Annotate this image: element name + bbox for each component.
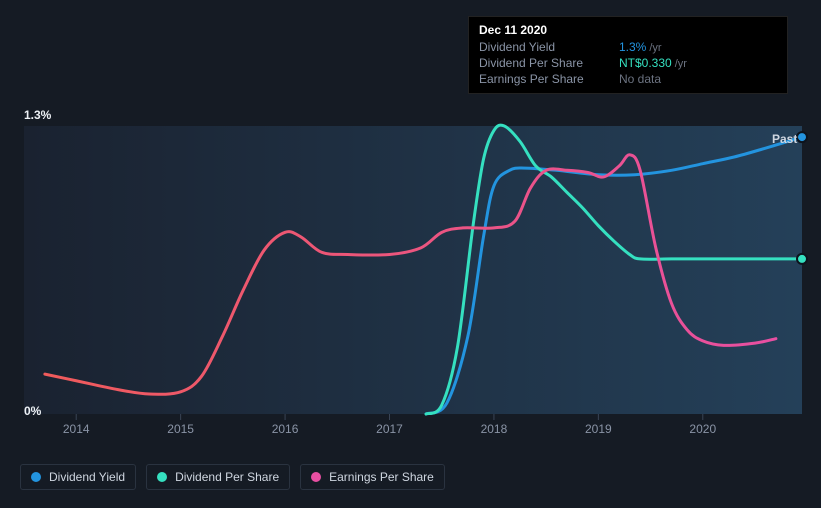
x-tick-label: 2014	[63, 422, 90, 436]
x-tick-label: 2017	[376, 422, 403, 436]
tooltip-row-value: 1.3%/yr	[619, 40, 662, 54]
y-axis-max-label: 1.3%	[24, 108, 51, 122]
legend-item[interactable]: Dividend Per Share	[146, 464, 290, 490]
legend-label: Earnings Per Share	[329, 470, 434, 484]
x-tick-label: 2018	[481, 422, 508, 436]
x-tick-label: 2016	[272, 422, 299, 436]
x-tick-label: 2019	[585, 422, 612, 436]
x-tick-label: 2015	[167, 422, 194, 436]
legend-swatch-icon	[311, 472, 321, 482]
tooltip-row-label: Dividend Yield	[479, 40, 619, 54]
tooltip-row: Dividend Per ShareNT$0.330/yr	[479, 55, 777, 71]
legend-label: Dividend Per Share	[175, 470, 279, 484]
legend-swatch-icon	[31, 472, 41, 482]
plot-area	[24, 126, 802, 414]
chart-legend: Dividend Yield Dividend Per Share Earnings…	[20, 464, 445, 490]
dividend-chart: 1.3% 0% Past 2014 2015 2016 2017 2018 2019 202…	[0, 0, 821, 508]
y-axis-min-label: 0%	[24, 404, 41, 418]
series-end-marker-dividend_per_share	[797, 254, 807, 264]
x-ticks	[76, 414, 703, 420]
legend-swatch-icon	[157, 472, 167, 482]
x-tick-label: 2020	[689, 422, 716, 436]
tooltip-row-label: Earnings Per Share	[479, 72, 619, 86]
series-end-marker-dividend_yield	[797, 132, 807, 142]
legend-item[interactable]: Earnings Per Share	[300, 464, 445, 490]
legend-label: Dividend Yield	[49, 470, 125, 484]
tooltip-date: Dec 11 2020	[479, 23, 777, 37]
tooltip-row-value: No data	[619, 72, 661, 86]
tooltip-row: Earnings Per ShareNo data	[479, 71, 777, 87]
legend-item[interactable]: Dividend Yield	[20, 464, 136, 490]
tooltip-row-value: NT$0.330/yr	[619, 56, 687, 70]
tooltip-row-label: Dividend Per Share	[479, 56, 619, 70]
chart-tooltip: Dec 11 2020 Dividend Yield1.3%/yrDividen…	[468, 16, 788, 94]
tooltip-row: Dividend Yield1.3%/yr	[479, 39, 777, 55]
past-label: Past	[772, 132, 797, 146]
